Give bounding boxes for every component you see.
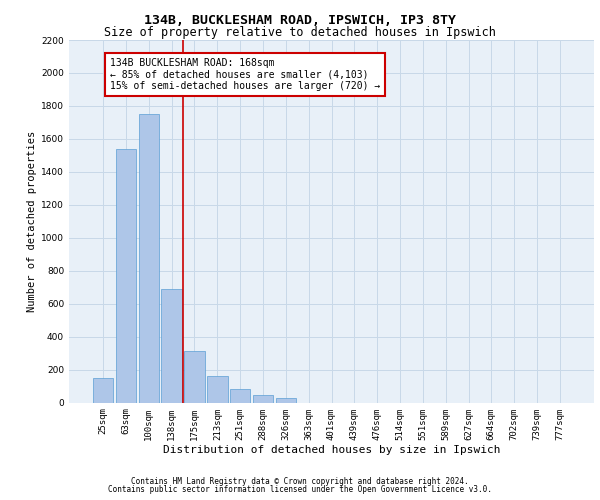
- Bar: [116, 149, 136, 403]
- Bar: [275, 398, 296, 402]
- Bar: [139, 114, 159, 403]
- Bar: [161, 289, 182, 403]
- Bar: [230, 390, 250, 402]
- Text: Size of property relative to detached houses in Ipswich: Size of property relative to detached ho…: [104, 26, 496, 39]
- Bar: [253, 395, 273, 402]
- Text: 134B BUCKLESHAM ROAD: 168sqm
← 85% of detached houses are smaller (4,103)
15% of: 134B BUCKLESHAM ROAD: 168sqm ← 85% of de…: [110, 58, 380, 92]
- Y-axis label: Number of detached properties: Number of detached properties: [27, 130, 37, 312]
- Text: 134B, BUCKLESHAM ROAD, IPSWICH, IP3 8TY: 134B, BUCKLESHAM ROAD, IPSWICH, IP3 8TY: [144, 14, 456, 27]
- Bar: [207, 376, 227, 402]
- Text: Contains public sector information licensed under the Open Government Licence v3: Contains public sector information licen…: [108, 485, 492, 494]
- Text: Contains HM Land Registry data © Crown copyright and database right 2024.: Contains HM Land Registry data © Crown c…: [131, 477, 469, 486]
- X-axis label: Distribution of detached houses by size in Ipswich: Distribution of detached houses by size …: [163, 445, 500, 455]
- Bar: [184, 352, 205, 403]
- Bar: [93, 378, 113, 402]
